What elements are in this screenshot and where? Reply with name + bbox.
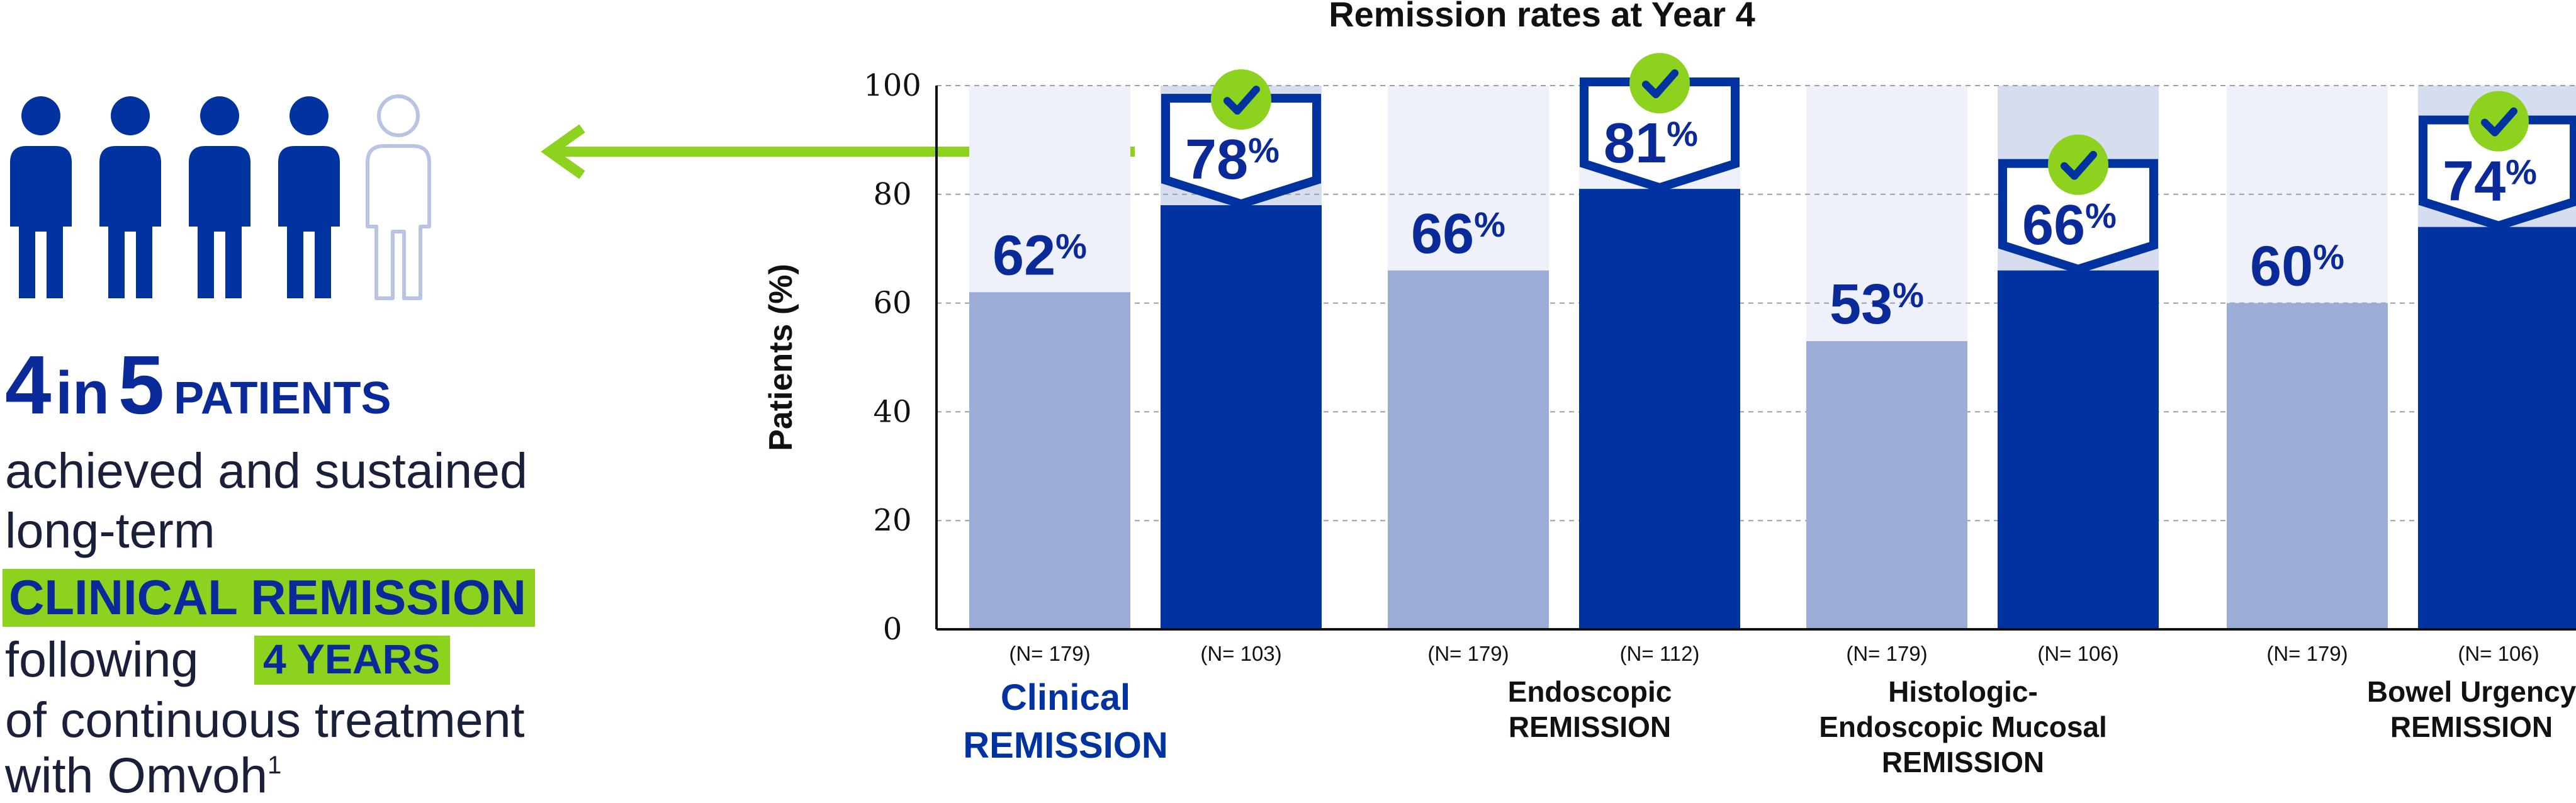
n-label: (N= 106) bbox=[2037, 642, 2118, 665]
checkmark-stroke bbox=[1642, 69, 1679, 99]
checkmark-icon bbox=[2048, 134, 2108, 195]
group-label: Endoscopic Mucosal bbox=[1819, 710, 2107, 743]
value-badge bbox=[1161, 94, 1321, 209]
n-label: (N= 179) bbox=[1009, 642, 1090, 665]
y-tick-label: 100 bbox=[863, 68, 921, 103]
n-label: (N= 103) bbox=[1200, 642, 1281, 665]
n-label: (N= 106) bbox=[2458, 642, 2539, 665]
value-label: 62% bbox=[993, 224, 1087, 287]
bar bbox=[1579, 189, 1740, 629]
checkmark-stroke bbox=[2481, 107, 2517, 137]
n-label: (N= 179) bbox=[1427, 642, 1509, 665]
group-label: Endoscopic bbox=[1508, 675, 1672, 708]
person-icon bbox=[94, 93, 167, 301]
bar bbox=[1161, 205, 1322, 630]
y-tick-label: 60 bbox=[873, 286, 911, 321]
y-tick-label: 20 bbox=[873, 503, 911, 538]
value-label: 81% bbox=[1604, 112, 1698, 175]
value-badge bbox=[1580, 77, 1740, 193]
value-badge bbox=[1998, 159, 2158, 274]
checkmark-icon bbox=[1211, 69, 1271, 130]
y-tick-label: 80 bbox=[873, 177, 911, 212]
chart-title: Remission rates at Year 4 bbox=[1329, 0, 1755, 34]
highlight-clinical-remission: CLINICAL REMISSION bbox=[3, 569, 535, 627]
group-label: REMISSION bbox=[1882, 746, 2044, 778]
group-label: Clinical bbox=[1001, 677, 1130, 718]
group-label: REMISSION bbox=[1509, 710, 1671, 743]
footnote-marker: 1 bbox=[267, 751, 282, 779]
bar bbox=[2227, 303, 2388, 630]
value-label: 66% bbox=[1411, 203, 1505, 266]
text-line-5: with Omvoh1 bbox=[5, 750, 281, 800]
headline-number-1: 4 bbox=[5, 339, 51, 431]
value-badge bbox=[2419, 115, 2576, 230]
text-line-4: of continuous treatment bbox=[5, 692, 525, 748]
headline-number-2: 5 bbox=[118, 339, 164, 431]
text-line-1: achieved and sustained bbox=[5, 442, 528, 498]
person-icon bbox=[184, 93, 256, 301]
text-line-5-main: with Omvoh bbox=[5, 747, 268, 803]
person-icon bbox=[273, 93, 346, 301]
value-label: 74% bbox=[2443, 150, 2537, 213]
text-line-3: following bbox=[5, 631, 199, 687]
value-label: 66% bbox=[2022, 194, 2117, 257]
n-label: (N= 179) bbox=[2266, 642, 2348, 665]
y-tick-label: 0 bbox=[883, 612, 903, 647]
value-label: 60% bbox=[2250, 235, 2344, 298]
bar bbox=[969, 292, 1130, 629]
remission-chart: Remission rates at Year 4 Patients (%) 0 20… bbox=[763, 0, 2576, 778]
bar bbox=[1806, 341, 1967, 629]
n-label: (N= 179) bbox=[1846, 642, 1927, 665]
n-label: (N= 112) bbox=[1620, 642, 1700, 665]
bar bbox=[1388, 270, 1549, 629]
value-label: 78% bbox=[1185, 128, 1280, 191]
group-label: Bowel Urgency bbox=[2367, 675, 2576, 708]
group-label: REMISSION bbox=[963, 725, 1168, 766]
checkmark-stroke bbox=[1223, 86, 1260, 115]
checkmark-icon bbox=[2468, 91, 2529, 152]
summary-panel: 4 in 5 PATIENTS achieved and sustained long… bbox=[0, 0, 667, 800]
bar bbox=[2418, 227, 2576, 629]
group-label: Histologic- bbox=[1888, 675, 2038, 708]
text-line-2: long-term bbox=[5, 502, 215, 558]
person-icon bbox=[363, 93, 435, 301]
y-tick-label: 40 bbox=[873, 394, 911, 429]
checkmark-stroke bbox=[2061, 150, 2097, 180]
headline-in: in bbox=[55, 359, 110, 427]
value-label: 53% bbox=[1830, 273, 1924, 336]
checkmark-icon bbox=[1629, 53, 1690, 114]
bar bbox=[1998, 270, 2159, 629]
group-label: REMISSION bbox=[2390, 710, 2553, 743]
headline: 4 in 5 PATIENTS bbox=[5, 337, 391, 432]
headline-patients: PATIENTS bbox=[174, 373, 391, 424]
highlight-4-years: 4 YEARS bbox=[254, 636, 451, 685]
y-axis-title: Patients (%) bbox=[763, 264, 799, 451]
person-icon bbox=[5, 93, 77, 301]
